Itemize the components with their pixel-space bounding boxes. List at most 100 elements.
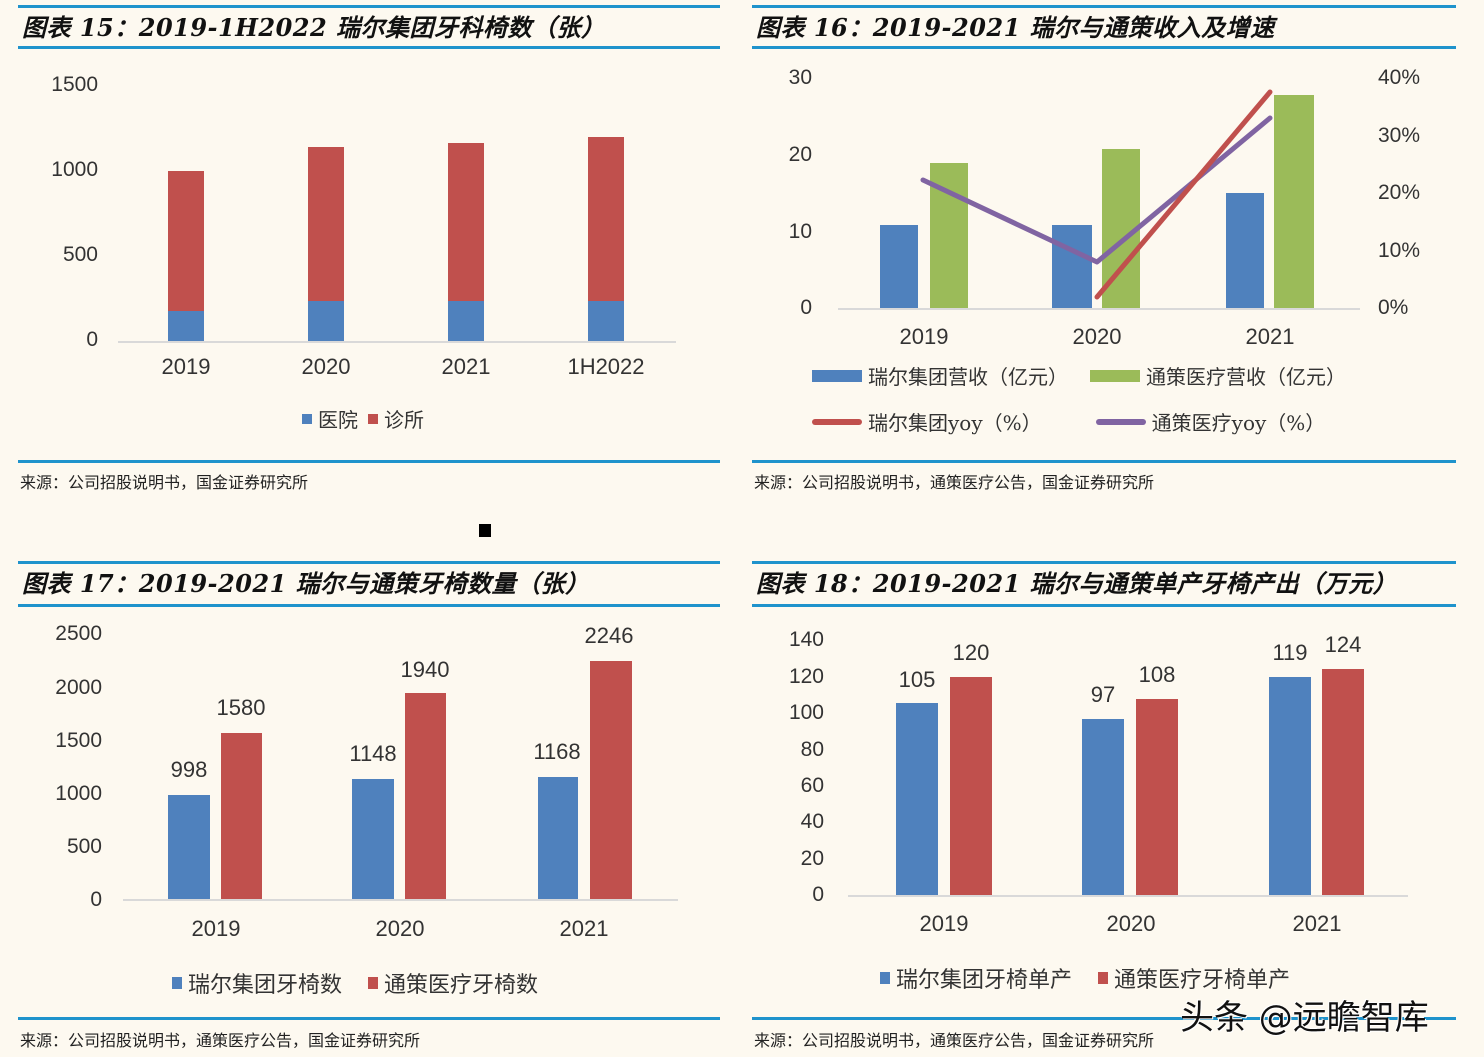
legend-swatch-blue bbox=[812, 369, 862, 382]
x-tick: 2019 bbox=[919, 911, 969, 936]
yoy-lines bbox=[920, 89, 1273, 300]
y-tick: 120 bbox=[788, 665, 824, 688]
legend-label: 通策医疗牙椅单产 bbox=[1114, 968, 1291, 993]
y-tick: 500 bbox=[62, 243, 98, 266]
bar-ruier-chairs-2021 bbox=[538, 777, 578, 899]
legend-item-ruier-yoy: 瑞尔集团yoy（%） bbox=[812, 407, 1042, 436]
source-note: 来源：公司招股说明书，国金证券研究所 bbox=[20, 473, 309, 492]
y-tick: 2000 bbox=[55, 676, 102, 699]
legend-item-ruier-revenue: 瑞尔集团营收（亿元） bbox=[812, 361, 1068, 390]
legend-swatch-blue bbox=[302, 413, 312, 424]
data-label: 1580 bbox=[216, 695, 266, 720]
data-label: 120 bbox=[952, 640, 990, 665]
x-tick: 2020 bbox=[301, 354, 351, 379]
bar-ruier-revenue-2021 bbox=[1226, 193, 1264, 308]
legend-swatch-red bbox=[368, 413, 378, 424]
x-axis bbox=[838, 308, 1360, 310]
x-axis bbox=[848, 895, 1408, 897]
stray-square-marker bbox=[479, 524, 491, 537]
bar-ruier-chairs-2019 bbox=[168, 795, 210, 899]
line-ruier-yoy bbox=[1094, 89, 1273, 300]
data-label: 124 bbox=[1324, 632, 1362, 657]
line-tongce-yoy bbox=[920, 115, 1273, 265]
legend-label: 通策医疗yoy（%） bbox=[1151, 411, 1326, 435]
y-tick: 1000 bbox=[55, 782, 102, 805]
bar-tongce-chairs-2021 bbox=[590, 661, 632, 899]
data-label: 119 bbox=[1272, 640, 1308, 665]
legend-swatch-red-line bbox=[812, 418, 862, 425]
y-tick-right: 0% bbox=[1378, 296, 1409, 319]
y-tick: 0 bbox=[90, 888, 102, 911]
figure-title: 图表 15：2019-1H2022 瑞尔集团牙科椅数（张） bbox=[22, 13, 606, 42]
x-tick: 2021 bbox=[559, 916, 609, 941]
source-rule bbox=[18, 460, 720, 463]
y-tick: 1500 bbox=[51, 73, 98, 96]
bar-tongce-output-2021 bbox=[1322, 669, 1364, 895]
bar-tongce-revenue-2021 bbox=[1274, 95, 1314, 308]
legend-label: 诊所 bbox=[384, 408, 424, 432]
y-tick: 80 bbox=[800, 738, 824, 761]
bar-tongce-chairs-2020 bbox=[405, 693, 446, 899]
legend-label: 瑞尔集团牙椅数 bbox=[188, 973, 343, 998]
title-rule-top bbox=[18, 561, 720, 564]
y-tick-right: 20% bbox=[1378, 181, 1421, 204]
legend-swatch-blue bbox=[880, 972, 890, 984]
y-tick-right: 40% bbox=[1378, 66, 1421, 89]
legend-swatch-red bbox=[368, 977, 379, 989]
y-tick-left: 30 bbox=[788, 66, 812, 89]
data-label: 105 bbox=[898, 667, 936, 692]
legend-item-tongce-revenue: 通策医疗营收（亿元） bbox=[1090, 361, 1346, 390]
bar-clinic-2021 bbox=[448, 143, 484, 301]
bar-ruier-output-2021 bbox=[1269, 677, 1311, 895]
legend-label: 通策医疗营收（亿元） bbox=[1146, 365, 1346, 389]
legend: 医院 诊所 bbox=[302, 404, 444, 433]
x-tick: 2020 bbox=[375, 916, 425, 941]
data-label: 97 bbox=[1090, 682, 1116, 707]
title-rule-bottom bbox=[752, 604, 1456, 607]
y-tick: 0 bbox=[812, 883, 824, 906]
source-rule bbox=[752, 460, 1456, 463]
legend-item-tongce-yoy: 通策医疗yoy（%） bbox=[1095, 407, 1326, 436]
legend-item-tongce-output: 通策医疗牙椅单产 bbox=[1098, 962, 1290, 994]
y-tick: 100 bbox=[788, 701, 824, 724]
x-axis bbox=[123, 899, 678, 901]
data-label: 1168 bbox=[533, 739, 581, 764]
bar-tongce-chairs-2019 bbox=[221, 733, 262, 899]
y-tick-right: 30% bbox=[1378, 124, 1421, 147]
y-tick: 1000 bbox=[51, 158, 98, 181]
x-tick: 2020 bbox=[1106, 911, 1156, 936]
bar-clinic-1h2022 bbox=[588, 137, 624, 301]
legend-swatch-purple-line bbox=[1095, 418, 1146, 425]
source-rule bbox=[752, 1017, 1456, 1020]
data-label: 2246 bbox=[584, 623, 634, 648]
data-label: 1940 bbox=[400, 657, 450, 682]
legend-label: 瑞尔集团yoy（%） bbox=[868, 411, 1042, 435]
y-tick: 40 bbox=[800, 810, 824, 833]
bar-hospital-2020 bbox=[308, 301, 344, 341]
legend-row-2: 瑞尔集团yoy（%） 通策医疗yoy（%） bbox=[812, 407, 1345, 436]
watermark: 头条 @远瞻智库 bbox=[1180, 998, 1429, 1038]
y-tick-left: 20 bbox=[788, 143, 812, 166]
bar-clinic-2020 bbox=[308, 147, 344, 301]
bar-ruier-chairs-2020 bbox=[352, 779, 394, 899]
legend-swatch-blue bbox=[172, 977, 182, 989]
x-axis bbox=[118, 341, 676, 343]
legend-item-ruier-chairs: 瑞尔集团牙椅数 bbox=[172, 967, 342, 999]
legend-row-1: 瑞尔集团营收（亿元） 通策医疗营收（亿元） bbox=[812, 361, 1366, 390]
y-tick: 60 bbox=[800, 774, 824, 797]
x-tick: 2019 bbox=[161, 354, 211, 379]
legend-label: 医院 bbox=[318, 408, 358, 432]
bar-hospital-1h2022 bbox=[588, 301, 624, 341]
title-rule-top bbox=[752, 5, 1456, 8]
legend-swatch-green bbox=[1090, 369, 1140, 382]
title-rule-top bbox=[18, 5, 720, 8]
x-tick: 2021 bbox=[1292, 911, 1342, 936]
figure-title: 图表 16：2019-2021 瑞尔与通策收入及增速 bbox=[756, 13, 1275, 42]
y-tick: 2500 bbox=[55, 622, 102, 645]
y-tick: 500 bbox=[66, 835, 102, 858]
bar-ruier-output-2020 bbox=[1082, 719, 1124, 895]
legend-item-tongce-chairs: 通策医疗牙椅数 bbox=[368, 967, 538, 999]
title-rule-bottom bbox=[18, 604, 720, 607]
title-rule-top bbox=[752, 561, 1456, 564]
bar-ruier-revenue-2020 bbox=[1052, 225, 1092, 308]
